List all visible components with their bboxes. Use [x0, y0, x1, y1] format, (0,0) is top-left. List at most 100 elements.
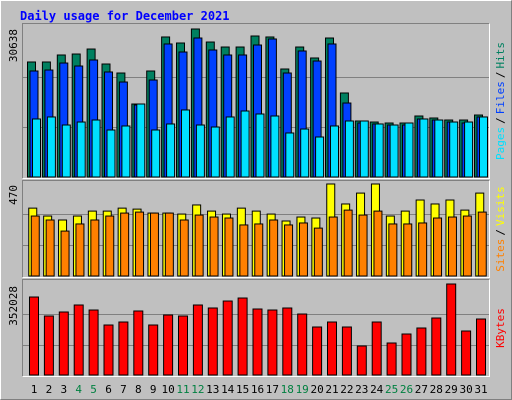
bar	[255, 113, 265, 178]
x-tick-label: 5	[90, 383, 97, 396]
x-tick-label: 4	[75, 383, 82, 396]
x-tick-label: 21	[325, 383, 338, 396]
bar	[343, 209, 353, 277]
panel-bevel-dark	[22, 180, 490, 278]
bar	[252, 308, 263, 376]
bar	[103, 324, 114, 376]
legend-entry: Visits	[494, 186, 507, 226]
bar	[88, 309, 99, 376]
bar	[403, 223, 413, 277]
bar	[133, 310, 144, 376]
x-tick-label: 29	[445, 383, 458, 396]
x-tick-label: 11	[176, 383, 189, 396]
bar	[356, 345, 367, 376]
x-tick-label: 26	[400, 383, 413, 396]
bar	[433, 217, 443, 277]
bar	[297, 313, 308, 376]
x-tick-label: 7	[120, 383, 127, 396]
bar	[30, 215, 40, 277]
bar	[431, 317, 442, 376]
panel-bevel-light	[22, 180, 490, 278]
legend-entry: KBytes	[494, 308, 507, 348]
bar	[209, 216, 219, 277]
bar	[285, 132, 295, 178]
bar	[386, 342, 397, 376]
bar	[341, 326, 352, 376]
bar	[45, 219, 55, 277]
bar	[178, 315, 188, 376]
bar	[300, 128, 310, 178]
bar	[373, 210, 383, 277]
bar	[210, 126, 220, 178]
bar	[449, 121, 459, 178]
legend-entry: Sites	[494, 239, 507, 272]
legend-entry: Hits	[494, 42, 507, 69]
bar	[106, 129, 116, 178]
x-tick-label: 22	[340, 383, 353, 396]
bar	[270, 115, 280, 178]
y-tick-label: 352028	[7, 286, 20, 326]
bar	[461, 330, 472, 376]
bar	[284, 224, 294, 277]
x-tick-label: 15	[236, 383, 249, 396]
bar	[477, 211, 487, 277]
bar	[404, 122, 414, 178]
x-tick-label: 24	[370, 383, 384, 396]
y-tick-label: 470	[7, 185, 20, 205]
x-tick-label: 28	[430, 383, 443, 396]
bar	[43, 315, 54, 376]
x-tick-label: 27	[415, 383, 428, 396]
legend: Sites / Visits	[494, 186, 507, 272]
bar	[46, 116, 56, 178]
bar	[371, 321, 382, 376]
legend-separator: /	[494, 229, 507, 236]
bar	[195, 124, 205, 178]
bar	[224, 217, 234, 277]
bar	[91, 119, 101, 178]
bar	[434, 119, 444, 178]
bar	[151, 129, 161, 178]
x-tick-label: 18	[281, 383, 294, 396]
bar	[58, 311, 69, 376]
bar	[121, 125, 131, 178]
panel-bevel-dark	[22, 23, 490, 179]
x-tick-label: 14	[221, 383, 235, 396]
bar	[240, 110, 250, 178]
bar	[330, 125, 339, 178]
x-tick-label: 1	[31, 383, 38, 396]
bar	[118, 321, 129, 376]
bar	[90, 219, 100, 277]
y-tick-label: 30638	[7, 29, 20, 62]
bar	[359, 120, 369, 178]
bar	[136, 103, 146, 178]
x-tick-label: 10	[161, 383, 174, 396]
bar	[401, 333, 412, 376]
x-tick-label: 30	[459, 383, 472, 396]
bar	[60, 230, 70, 277]
bar	[389, 124, 399, 178]
bar	[254, 223, 264, 277]
x-tick-label: 16	[251, 383, 264, 396]
bar	[388, 223, 398, 277]
x-tick-label: 9	[150, 383, 157, 396]
bar	[207, 307, 218, 376]
bar	[374, 123, 384, 178]
x-tick-label: 6	[105, 383, 112, 396]
bar	[462, 215, 472, 277]
x-tick-label: 17	[266, 383, 279, 396]
bar	[344, 120, 354, 178]
x-tick-label: 12	[191, 383, 204, 396]
x-tick-label: 19	[296, 383, 309, 396]
bar	[315, 136, 325, 178]
bar	[75, 223, 85, 277]
x-tick-label: 20	[310, 383, 323, 396]
x-tick-label: 25	[385, 383, 398, 396]
bar	[239, 224, 249, 277]
bar	[135, 211, 145, 277]
bar	[446, 283, 457, 376]
x-tick-label: 23	[355, 383, 368, 396]
bar	[282, 307, 293, 376]
bar	[149, 212, 159, 277]
legend-separator: /	[494, 117, 507, 124]
